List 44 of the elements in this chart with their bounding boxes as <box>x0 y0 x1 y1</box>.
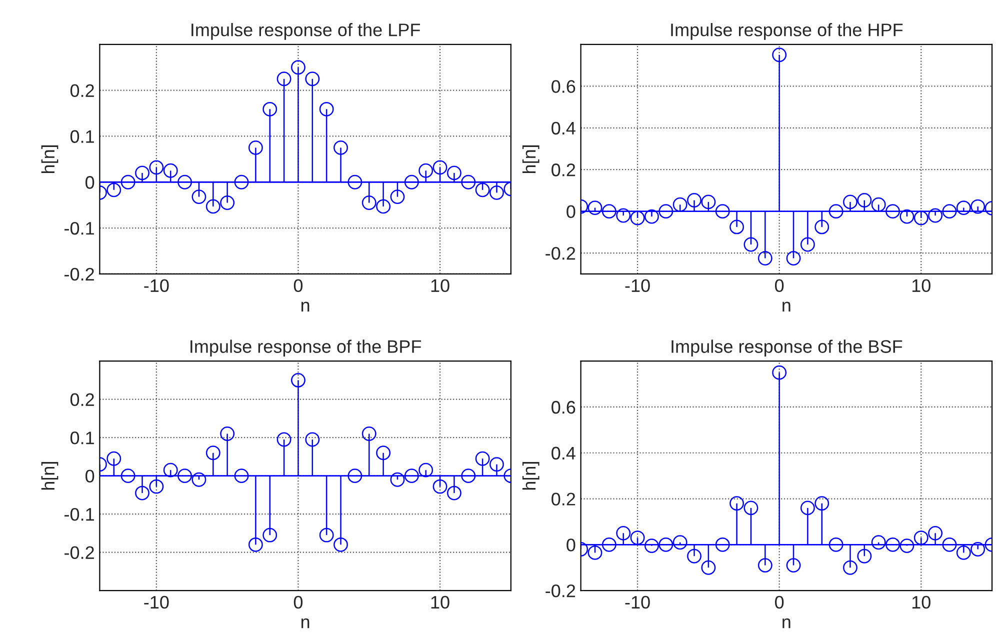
x-tick-label: 10 <box>431 279 450 292</box>
y-tick-label: 0.2 <box>70 84 94 98</box>
y-tick-label: -0.2 <box>546 584 576 598</box>
x-tick-label: 10 <box>912 279 930 292</box>
x-axis-title: n <box>782 302 790 312</box>
y-axis-title: h[n] <box>41 145 58 173</box>
y-tick-label: 0 <box>86 176 94 189</box>
chart-title: Impulse response of the BSF <box>672 340 902 357</box>
y-tick-label: 0.2 <box>552 164 576 176</box>
chart-title: Impulse response of the HPF <box>671 23 903 40</box>
x-tick-label: 0 <box>294 596 303 609</box>
y-tick-label: -0.1 <box>64 508 94 521</box>
y-tick-label: 0 <box>86 470 94 483</box>
x-tick-label: 0 <box>775 279 784 292</box>
y-tick-label: 0 <box>566 538 576 552</box>
chart-title: Impulse response of the LPF <box>192 23 420 40</box>
x-tick-label: -10 <box>144 596 169 609</box>
x-axis-title: n <box>301 302 310 312</box>
y-tick-label: 0.6 <box>552 80 576 93</box>
x-tick-label: -10 <box>144 279 169 292</box>
y-axis-title: h[n] <box>522 145 540 173</box>
y-tick-label: -0.2 <box>64 268 94 281</box>
y-tick-label: 0.2 <box>552 492 576 506</box>
y-tick-label: -0.2 <box>64 546 94 560</box>
y-tick-label: 0.2 <box>70 393 94 406</box>
x-tick-label: 10 <box>912 596 930 609</box>
x-tick-label: 10 <box>431 596 450 609</box>
y-tick-label: 0.4 <box>552 122 576 135</box>
y-tick-label: -0.2 <box>546 246 576 260</box>
y-tick-label: 0.1 <box>70 432 94 444</box>
y-tick-label: 0.6 <box>552 400 576 414</box>
y-tick-label: -0.1 <box>64 222 94 235</box>
y-tick-label: 0.4 <box>552 446 576 460</box>
x-tick-label: -10 <box>625 596 650 609</box>
x-tick-label: -10 <box>625 279 650 292</box>
y-tick-label: 0.1 <box>70 130 94 143</box>
y-axis-title: h[n] <box>522 462 540 490</box>
y-tick-label: 0 <box>566 205 576 218</box>
x-tick-label: 0 <box>294 279 303 292</box>
y-axis-title: h[n] <box>41 462 58 490</box>
x-axis-title: n <box>301 618 310 628</box>
chart-title: Impulse response of the BPF <box>190 340 422 357</box>
x-tick-label: 0 <box>775 596 784 609</box>
x-axis-title: n <box>782 618 790 628</box>
